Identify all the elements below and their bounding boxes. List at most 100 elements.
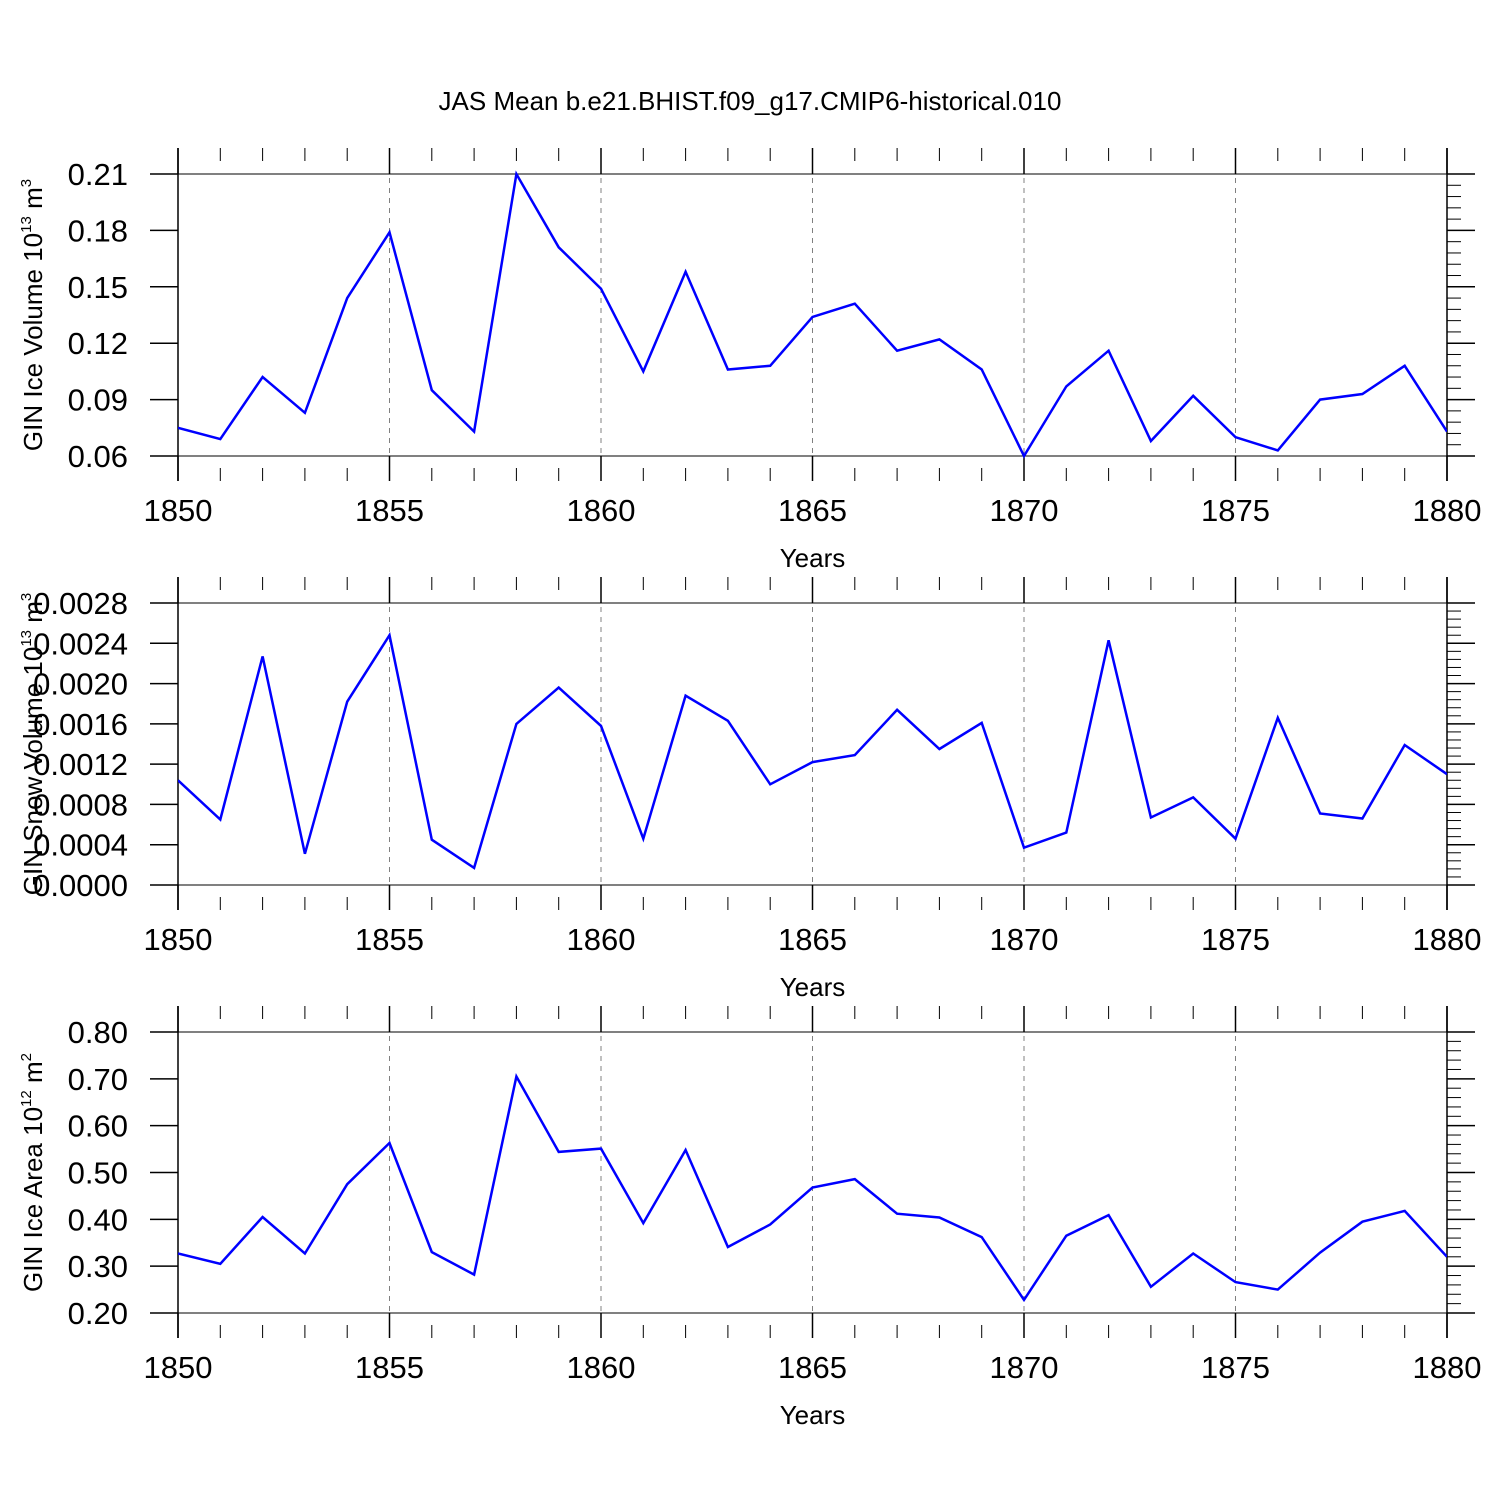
x-tick-label: 1850 [144,922,213,957]
data-point [1403,1209,1407,1213]
y-axis-label-part: m [18,1061,48,1090]
y-axis-label: GIN Ice Area 1012 m2 [18,1053,48,1292]
data-point [1064,384,1068,388]
data-point [1022,1298,1026,1302]
x-axis-label: Years [780,972,846,1002]
y-tick-label: 0.06 [68,439,128,474]
data-point [1107,638,1111,642]
data-point [1234,435,1238,439]
data-point [176,426,180,430]
data-point [345,1182,349,1186]
y-tick-label: 0.09 [68,383,128,418]
data-point [1191,795,1195,799]
x-tick-label: 1850 [144,493,213,528]
data-point [388,1141,392,1145]
y-axis-label-superscript: 13 [18,216,35,233]
data-point [1149,816,1153,820]
y-tick-label: 0.70 [68,1062,128,1097]
data-point [1318,812,1322,816]
data-point [472,430,476,434]
data-point [1107,349,1111,353]
data-point [641,837,645,841]
x-tick-label: 1875 [1201,922,1270,957]
series-line [178,170,1447,459]
data-point [768,782,772,786]
data-point [514,1075,518,1079]
y-axis-label: GIN Ice Volume 1013 m3 [18,179,48,451]
data-point [1107,1213,1111,1217]
x-tick-label: 1855 [355,1350,424,1385]
x-tick-label: 1850 [144,1350,213,1385]
x-tick-label: 1870 [990,922,1059,957]
x-tick-label: 1860 [567,493,636,528]
y-tick-label: 0.15 [68,270,128,305]
data-point [176,778,180,782]
data-point [388,230,392,234]
x-axis-label: Years [780,1400,846,1430]
x-tick-label: 1880 [1413,493,1482,528]
y-tick-label: 0.21 [68,157,128,192]
data-point [1234,837,1238,841]
x-tick-label: 1870 [990,493,1059,528]
y-tick-label: 0.0028 [33,586,128,621]
data-point [1276,448,1280,452]
data-point [1191,394,1195,398]
data-point [472,866,476,870]
data-point [726,1245,730,1249]
data-point [1149,1285,1153,1289]
data-point [303,411,307,415]
x-tick-label: 1870 [990,1350,1059,1385]
data-point [853,1177,857,1181]
y-axis-label-part: GIN Snow Volume 10 [18,647,48,896]
data-point [1403,364,1407,368]
x-tick-label: 1875 [1201,1350,1270,1385]
y-axis-label-superscript: 13 [18,630,35,647]
data-point [303,852,307,856]
data-point [430,838,434,842]
data-point [684,694,688,698]
data-point [261,375,265,379]
data-point [1360,1220,1364,1224]
y-tick-label: 0.40 [68,1202,128,1237]
data-point [1276,1288,1280,1292]
y-tick-label: 0.20 [68,1296,128,1331]
y-tick-label: 0.0012 [33,747,128,782]
data-point [218,437,222,441]
panel-3: 0.20 0.30 0.40 0.50 0.60 0.70 0.80 1850 1855 1860… [18,1006,1481,1430]
y-tick-label: 0.60 [68,1109,128,1144]
x-tick-label: 1880 [1413,922,1482,957]
data-point [641,1221,645,1225]
x-tick-label: 1860 [567,922,636,957]
data-point [684,1148,688,1152]
y-tick-label: 0.0004 [33,828,128,863]
data-point [768,364,772,368]
data-point [726,719,730,723]
data-point [811,1186,815,1190]
x-tick-label: 1880 [1413,1350,1482,1385]
data-point [1191,1252,1195,1256]
data-point [937,1216,941,1220]
y-tick-label: 0.18 [68,213,128,248]
series-line [178,1072,1447,1303]
data-point [1445,772,1449,776]
y-tick-label: 0.0008 [33,787,128,822]
y-axis-label-superscript: 2 [18,1053,35,1061]
data-point [261,654,265,658]
y-tick-label: 0.12 [68,326,128,361]
panel-2: 0.0000 0.0004 0.0008 0.0012 0.0016 0.0020 0.00… [18,577,1481,1002]
data-point [1360,392,1364,396]
data-point [853,753,857,757]
data-point [557,686,561,690]
data-point [303,1252,307,1256]
data-point [1445,430,1449,434]
data-point [853,302,857,306]
data-point [895,349,899,353]
data-point [1149,439,1153,443]
y-tick-label: 0.0016 [33,707,128,742]
data-point [684,270,688,274]
y-axis-label-part: GIN Ice Volume 10 [18,233,48,451]
data-point [1318,1251,1322,1255]
data-point [895,708,899,712]
data-point [176,1252,180,1256]
data-point [557,1150,561,1154]
